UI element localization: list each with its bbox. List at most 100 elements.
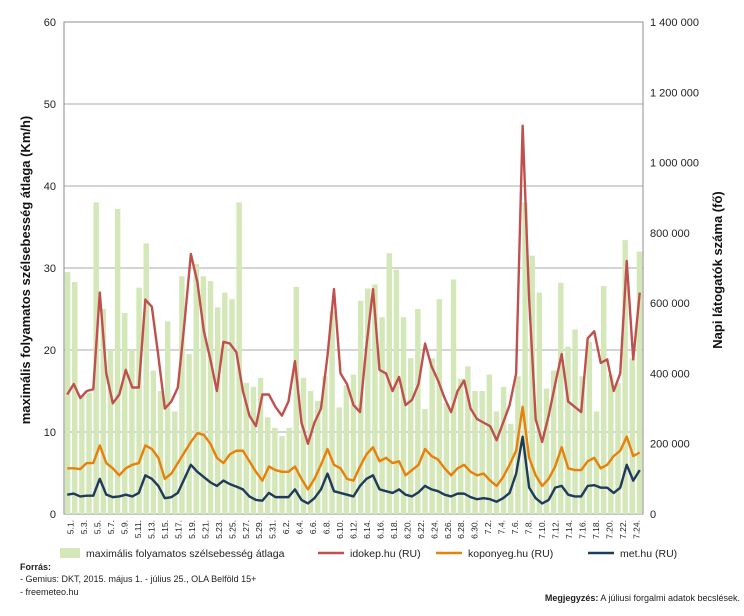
legend: maximális folyamatos szélsebesség átlaga… (60, 548, 677, 560)
y-left-tick-label: 50 (44, 99, 56, 111)
bar (600, 286, 607, 514)
bar (522, 202, 528, 514)
legend-swatch (60, 548, 80, 558)
x-tick-label: 6.14. (362, 520, 372, 539)
bar (608, 374, 614, 514)
x-tick-label: 5.15. (160, 520, 170, 539)
bar (322, 376, 328, 514)
bar (565, 346, 571, 514)
bar (293, 286, 300, 514)
bar (558, 282, 564, 514)
y-left-tick-label: 20 (44, 345, 56, 357)
bar (493, 411, 500, 514)
bar (550, 370, 557, 514)
bar (472, 391, 478, 514)
bar (307, 391, 314, 514)
bar (136, 287, 142, 514)
legend-label: idokep.hu (RU) (350, 548, 421, 560)
x-tick-label: 6.22. (416, 520, 426, 539)
bar (329, 311, 335, 514)
bar (486, 374, 493, 514)
y-right-tick-label: 400 000 (650, 368, 690, 380)
bar (615, 382, 621, 514)
bar (422, 409, 428, 514)
bar (100, 309, 107, 514)
x-tick-label: 7.10. (537, 520, 547, 539)
bar (186, 354, 192, 514)
axes: 0 10 20 30 40 50 60 0 200 000 400 000 600 000 800 0… (44, 17, 699, 539)
x-tick-label: 6.28. (456, 520, 466, 539)
bar (465, 366, 471, 514)
legend-label: koponyeg.hu (RU) (468, 548, 553, 560)
bar (257, 377, 264, 514)
bar (343, 385, 350, 514)
source-line-2: - freemeteo.hu (20, 587, 79, 597)
x-tick-label: 6.6. (308, 520, 318, 534)
y-right-tick-label: 0 (650, 509, 656, 521)
x-tick-label: 7.22. (618, 520, 628, 539)
bar (429, 358, 435, 514)
bar (436, 299, 442, 514)
bar (372, 284, 378, 514)
y-right-tick-label: 600 000 (650, 298, 690, 310)
bar (529, 255, 535, 514)
x-tick-label: 6.8. (322, 520, 332, 534)
bar (450, 279, 457, 514)
x-tick-label: 5.31. (268, 520, 278, 539)
x-tick-label: 7.4. (497, 520, 507, 534)
x-tick-label: 5.7. (106, 520, 116, 534)
x-tick-label: 6.24. (429, 520, 439, 539)
bar (229, 299, 235, 514)
x-tick-label: 5.13. (147, 520, 157, 539)
x-tick-label: 7.18. (591, 520, 601, 539)
legend-label: maximális folyamatos szélsebesség átlaga (86, 548, 285, 560)
bar (164, 321, 171, 514)
source-title: Forrás: (20, 562, 51, 572)
bar (579, 376, 585, 514)
bar (179, 276, 185, 514)
bar (79, 395, 85, 514)
bar (222, 292, 228, 514)
bar (114, 208, 121, 514)
bar (172, 411, 178, 514)
bar (129, 350, 135, 514)
x-tick-label: 7.16. (577, 520, 587, 539)
bar (236, 202, 242, 514)
note: Megjegyzés: A júliusi forgalmi adatok be… (545, 593, 740, 603)
x-tick-label: 7.20. (604, 520, 614, 539)
bar (143, 243, 149, 514)
bar (458, 378, 464, 514)
bar (72, 281, 78, 514)
y-right-tick-label: 200 000 (650, 439, 690, 451)
x-tick-label: 5.3. (79, 520, 89, 534)
y-right-tick-label: 1 200 000 (650, 87, 699, 99)
series-line (67, 435, 641, 505)
x-tick-label: 7.6. (510, 520, 520, 534)
x-tick-label: 5.9. (120, 520, 130, 534)
bar (193, 263, 199, 514)
bar (536, 292, 543, 514)
bar (150, 370, 157, 514)
bar (622, 240, 628, 514)
bar (629, 358, 635, 514)
y-axis-right-title: Napi látogatók száma (fő) (710, 191, 725, 348)
x-tick-label: 6.26. (443, 520, 453, 539)
bar (200, 276, 207, 514)
x-tick-label: 6.16. (375, 520, 385, 539)
x-tick-label: 7.2. (483, 520, 493, 534)
bar (279, 436, 285, 514)
x-tick-label: 5.23. (214, 520, 224, 539)
y-right-tick-label: 800 000 (650, 228, 690, 240)
bar (315, 400, 321, 514)
x-tick-label: 6.2. (281, 520, 291, 534)
x-tick-label: 6.10. (335, 520, 345, 539)
x-tick-label: 7.8. (524, 520, 534, 534)
bar (214, 307, 221, 514)
bar (365, 288, 371, 514)
bar (393, 269, 400, 514)
bar (86, 392, 92, 514)
x-tick-label: 7.14. (564, 520, 574, 539)
note-label: Megjegyzés: (545, 593, 599, 603)
